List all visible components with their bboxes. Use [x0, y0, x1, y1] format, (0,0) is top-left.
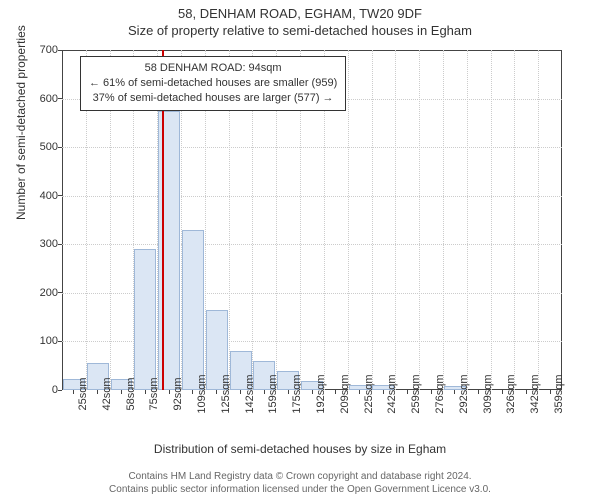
xtick-mark — [240, 390, 241, 394]
gridline-v — [538, 50, 539, 390]
xtick-mark — [216, 390, 217, 394]
ytick-mark — [58, 292, 62, 293]
info-box-line: 37% of semi-detached houses are larger (… — [89, 91, 337, 106]
footer-line-1: Contains HM Land Registry data © Crown c… — [0, 470, 600, 483]
chart-title-main: 58, DENHAM ROAD, EGHAM, TW20 9DF — [0, 0, 600, 21]
gridline-v — [419, 50, 420, 390]
ytick-label: 100 — [28, 335, 58, 347]
ytick-label: 200 — [28, 287, 58, 299]
xtick-mark — [169, 390, 170, 394]
xtick-mark — [431, 390, 432, 394]
footer-line-2: Contains public sector information licen… — [0, 483, 600, 496]
histogram-bar — [134, 249, 156, 390]
gridline-v — [348, 50, 349, 390]
xtick-mark — [312, 390, 313, 394]
xtick-label: 225sqm — [363, 374, 375, 413]
x-axis-label: Distribution of semi-detached houses by … — [0, 442, 600, 456]
xtick-mark — [454, 390, 455, 394]
ytick-mark — [58, 195, 62, 196]
ytick-label: 600 — [28, 93, 58, 105]
chart-title-sub: Size of property relative to semi-detach… — [0, 21, 600, 38]
xtick-label: 359sqm — [553, 374, 565, 413]
ytick-label: 500 — [28, 141, 58, 153]
ytick-label: 0 — [28, 384, 58, 396]
xtick-mark — [502, 390, 503, 394]
ytick-label: 700 — [28, 44, 58, 56]
y-axis-label: Number of semi-detached properties — [14, 25, 28, 220]
xtick-mark — [264, 390, 265, 394]
xtick-label: 326sqm — [505, 374, 517, 413]
xtick-mark — [73, 390, 74, 394]
xtick-label: 342sqm — [529, 374, 541, 413]
gridline-h — [62, 196, 562, 197]
xtick-mark — [335, 390, 336, 394]
histogram-bar — [182, 230, 204, 390]
ytick-mark — [58, 244, 62, 245]
xtick-mark — [121, 390, 122, 394]
ytick-mark — [58, 50, 62, 51]
gridline-v — [514, 50, 515, 390]
xtick-mark — [192, 390, 193, 394]
ytick-mark — [58, 98, 62, 99]
gridline-v — [467, 50, 468, 390]
xtick-mark — [383, 390, 384, 394]
xtick-label: 259sqm — [410, 374, 422, 413]
xtick-mark — [550, 390, 551, 394]
xtick-mark — [359, 390, 360, 394]
xtick-label: 242sqm — [386, 374, 398, 413]
info-box-line: 58 DENHAM ROAD: 94sqm — [89, 61, 337, 76]
chart-plot-area: 010020030040050060070025sqm42sqm58sqm75s… — [62, 50, 562, 390]
gridline-h — [62, 147, 562, 148]
gridline-v — [395, 50, 396, 390]
ytick-mark — [58, 390, 62, 391]
xtick-label: 309sqm — [482, 374, 494, 413]
gridline-v — [443, 50, 444, 390]
gridline-v — [491, 50, 492, 390]
info-box: 58 DENHAM ROAD: 94sqm← 61% of semi-detac… — [80, 56, 346, 111]
xtick-label: 276sqm — [434, 374, 446, 413]
ytick-label: 300 — [28, 238, 58, 250]
ytick-mark — [58, 147, 62, 148]
ytick-label: 400 — [28, 190, 58, 202]
footer-attribution: Contains HM Land Registry data © Crown c… — [0, 470, 600, 496]
xtick-mark — [407, 390, 408, 394]
xtick-label: 292sqm — [458, 374, 470, 413]
xtick-mark — [288, 390, 289, 394]
xtick-mark — [145, 390, 146, 394]
info-box-line: ← 61% of semi-detached houses are smalle… — [89, 76, 337, 91]
xtick-label: 192sqm — [315, 374, 327, 413]
ytick-mark — [58, 341, 62, 342]
gridline-v — [372, 50, 373, 390]
xtick-mark — [526, 390, 527, 394]
gridline-h — [62, 244, 562, 245]
xtick-mark — [478, 390, 479, 394]
xtick-label: 209sqm — [339, 374, 351, 413]
xtick-mark — [97, 390, 98, 394]
